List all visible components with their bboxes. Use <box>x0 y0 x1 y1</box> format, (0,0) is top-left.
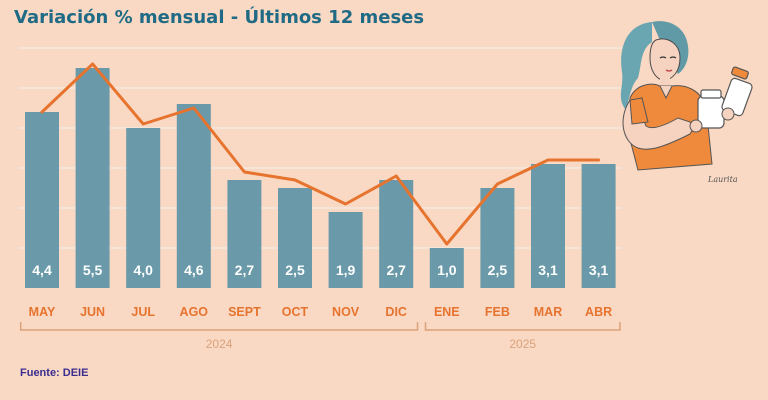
value-label-ene: 1,0 <box>437 262 457 278</box>
value-label-jul: 4,0 <box>133 262 153 278</box>
value-label-jun: 5,5 <box>83 262 103 278</box>
value-label-ago: 4,6 <box>184 262 204 278</box>
value-label-abr: 3,1 <box>589 262 609 278</box>
month-label-feb: FEB <box>485 305 510 319</box>
value-label-feb: 2,5 <box>488 262 508 278</box>
value-label-nov: 1,9 <box>336 262 356 278</box>
value-label-sept: 2,7 <box>235 262 255 278</box>
year-label-2025: 2025 <box>509 337 536 351</box>
signature: Laurita <box>707 175 738 184</box>
woman-holding-jars-illustration: Laurita <box>620 21 753 184</box>
month-label-nov: NOV <box>332 305 360 319</box>
year-label-2024: 2024 <box>206 337 233 351</box>
trend-line-layer <box>40 62 601 246</box>
month-label-abr: ABR <box>585 305 612 319</box>
value-label-may: 4,4 <box>32 262 52 278</box>
bar-ago <box>176 104 211 288</box>
month-label-jun: JUN <box>80 305 105 319</box>
value-label-mar: 3,1 <box>538 262 558 278</box>
value-labels: 4,4 5,5 4,0 4,6 2,7 2,5 1,9 2,7 1,0 2,5 3,1 3,1 <box>32 262 608 278</box>
bars <box>25 68 616 288</box>
bar-feb <box>480 188 515 288</box>
bar-nov <box>328 212 363 288</box>
chart-title: Variación % mensual - Últimos 12 meses <box>14 7 425 28</box>
gridlines <box>18 47 622 249</box>
month-label-ago: AGO <box>180 305 209 319</box>
month-label-ene: ENE <box>434 305 460 319</box>
bar-jul <box>126 128 161 288</box>
value-label-dic: 2,7 <box>386 262 406 278</box>
source-note: Fuente: DEIE <box>20 367 89 379</box>
month-label-may: MAY <box>29 305 56 319</box>
month-label-sept: SEPT <box>228 305 261 319</box>
category-axis: MAY JUN JUL AGO SEPT OCT NOV DIC ENE FEB MAR ABR 202… <box>19 305 621 351</box>
month-label-jul: JUL <box>131 305 155 319</box>
bar-mar <box>531 164 565 288</box>
year-bracket-2024 <box>19 322 419 331</box>
bar-dic <box>379 180 414 288</box>
bar-may <box>25 112 59 288</box>
year-bracket-2025 <box>424 322 621 331</box>
month-label-oct: OCT <box>282 305 309 319</box>
bar-jun <box>75 68 110 288</box>
month-label-dic: DIC <box>385 305 407 319</box>
bar-oct <box>278 188 312 288</box>
bar-sept <box>227 180 262 288</box>
bar-abr <box>581 164 616 288</box>
value-label-oct: 2,5 <box>285 262 305 278</box>
trend-line <box>40 62 601 246</box>
month-label-mar: MAR <box>534 305 562 319</box>
bar-ene <box>429 248 464 288</box>
